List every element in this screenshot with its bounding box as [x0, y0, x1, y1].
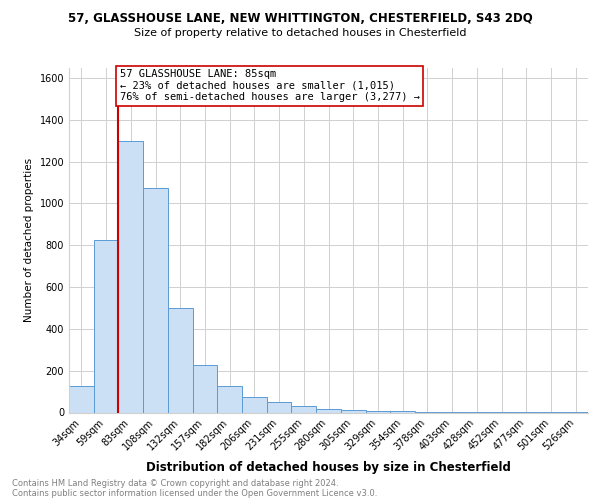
Bar: [217, 386, 242, 412]
X-axis label: Distribution of detached houses by size in Chesterfield: Distribution of detached houses by size …: [146, 460, 511, 473]
Y-axis label: Number of detached properties: Number of detached properties: [24, 158, 34, 322]
Text: Size of property relative to detached houses in Chesterfield: Size of property relative to detached ho…: [134, 28, 466, 38]
Bar: [365, 411, 390, 412]
Bar: [390, 411, 415, 412]
Bar: [168, 308, 193, 412]
Bar: [292, 406, 316, 412]
Bar: [94, 240, 118, 412]
Bar: [118, 140, 143, 412]
Bar: [69, 386, 94, 412]
Bar: [242, 397, 267, 412]
Bar: [193, 366, 217, 412]
Bar: [316, 408, 341, 412]
Text: 57 GLASSHOUSE LANE: 85sqm
← 23% of detached houses are smaller (1,015)
76% of se: 57 GLASSHOUSE LANE: 85sqm ← 23% of detac…: [119, 69, 419, 102]
Bar: [143, 188, 168, 412]
Text: Contains HM Land Registry data © Crown copyright and database right 2024.: Contains HM Land Registry data © Crown c…: [12, 478, 338, 488]
Text: Contains public sector information licensed under the Open Government Licence v3: Contains public sector information licen…: [12, 488, 377, 498]
Bar: [341, 410, 365, 412]
Text: 57, GLASSHOUSE LANE, NEW WHITTINGTON, CHESTERFIELD, S43 2DQ: 57, GLASSHOUSE LANE, NEW WHITTINGTON, CH…: [68, 12, 532, 26]
Bar: [267, 402, 292, 412]
